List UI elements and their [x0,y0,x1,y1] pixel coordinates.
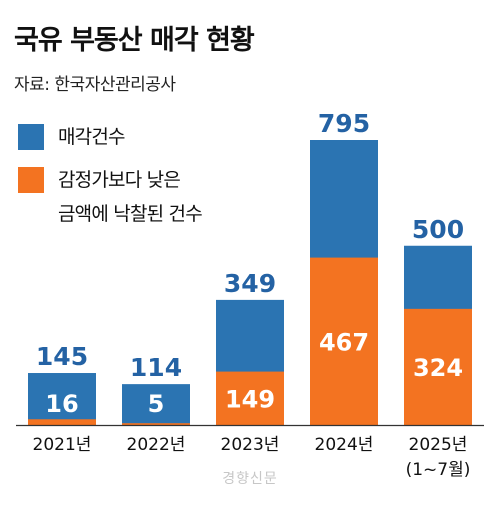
label-total-2: 114 [130,353,182,382]
bar-below-appraisal-2 [122,423,190,425]
bar-total-1 [28,373,96,425]
legend-label-below-appraisal-line1: 감정가보다 낮은 [58,169,181,191]
label-below-appraisal-4: 467 [319,328,369,356]
x-tick-label-3: 2023년 [221,435,280,455]
x-tick-label-5: 2025년 [409,435,468,455]
label-below-appraisal-5: 324 [413,354,463,382]
chart-title: 국유 부동산 매각 현황 [14,25,255,56]
label-total-3: 349 [224,269,276,298]
x-tick-sublabel-5: (1~7월) [406,460,471,480]
x-tick-label-1: 2021년 [33,435,92,455]
source-note: 자료: 한국자산관리공사 [14,75,176,95]
label-below-appraisal-1: 16 [45,390,78,418]
bar-below-appraisal-5 [404,308,472,425]
watermark: 경향신문 [222,471,278,487]
bar-total-2 [122,384,190,425]
x-tick-label-2: 2022년 [127,435,186,455]
legend-label-sales: 매각건수 [58,126,126,148]
label-below-appraisal-3: 149 [225,385,275,413]
label-total-4: 795 [318,109,370,138]
bar-below-appraisal-3 [216,371,284,425]
bar-below-appraisal-1 [28,419,96,425]
label-below-appraisal-2: 5 [148,390,165,418]
legend-swatch-sales [18,124,44,150]
label-total-5: 500 [412,215,464,244]
legend-label-below-appraisal-line2: 금액에 낙찰된 건수 [58,203,203,225]
label-total-1: 145 [36,342,88,371]
x-tick-label-4: 2024년 [315,435,374,455]
legend-swatch-below-appraisal [18,167,44,193]
bar-below-appraisal-4 [310,257,378,425]
